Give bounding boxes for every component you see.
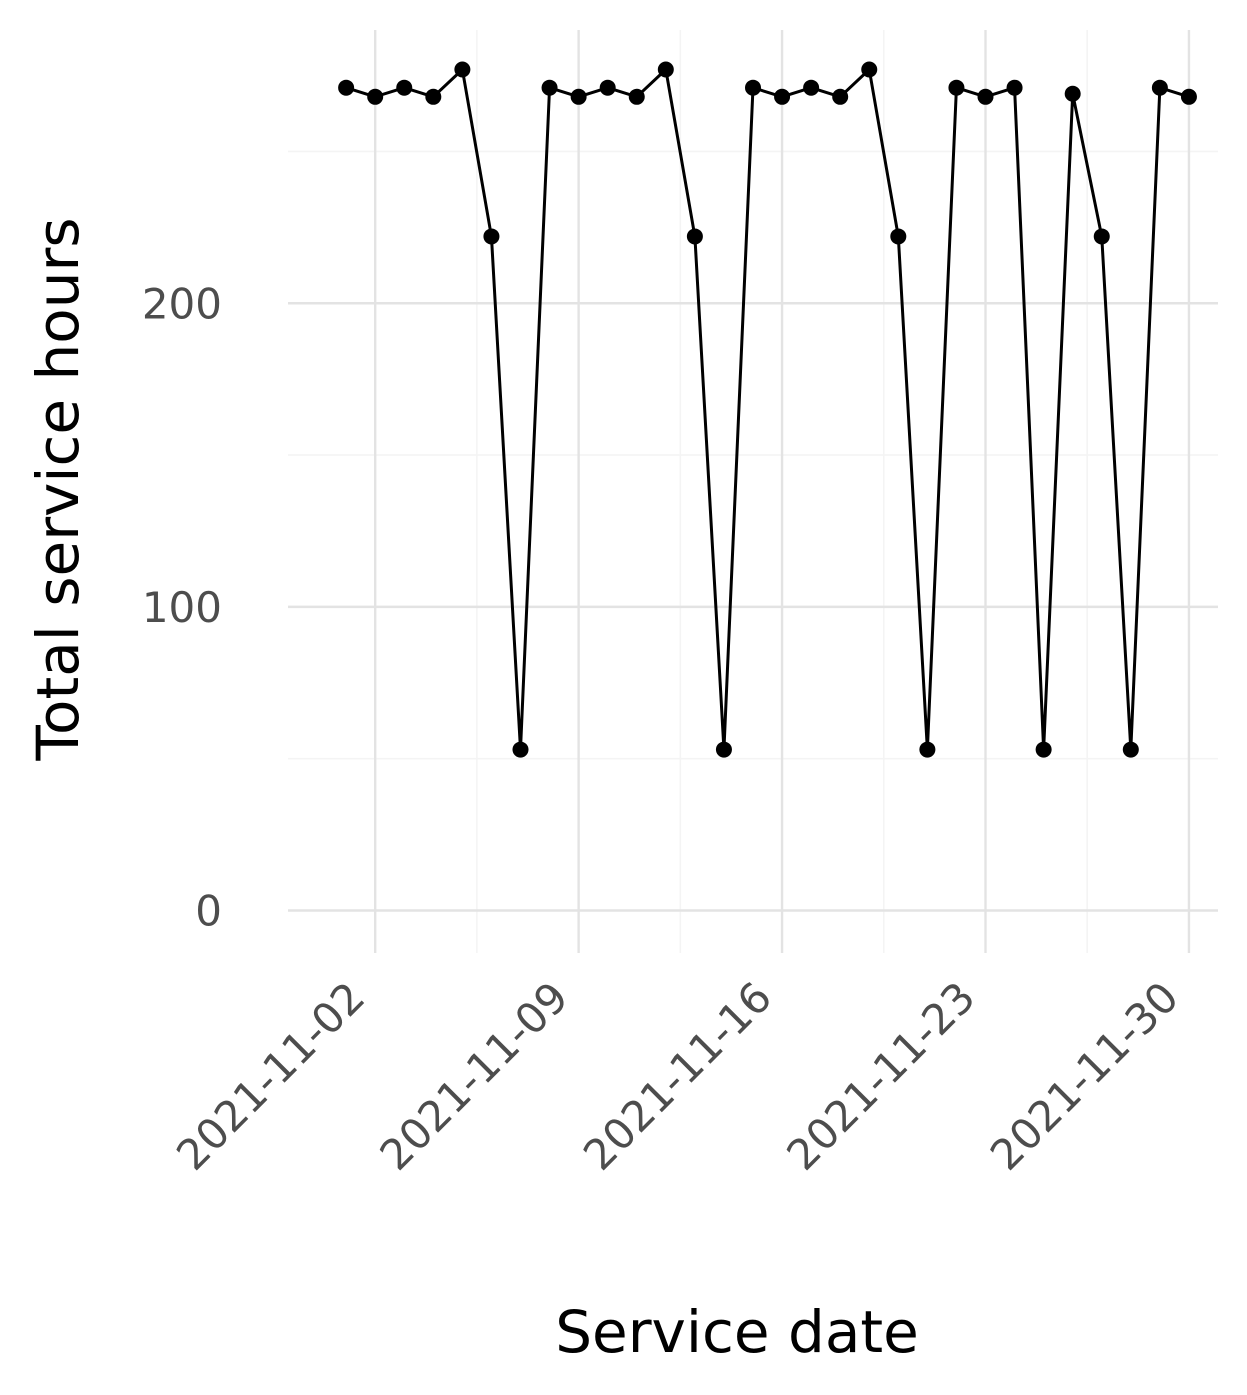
x-axis-title: Service date [555, 1298, 919, 1366]
data-point [483, 228, 500, 245]
data-point [948, 79, 965, 96]
data-point [1122, 741, 1139, 758]
data-point [1064, 85, 1081, 102]
data-point [803, 79, 820, 96]
data-point [1093, 228, 1110, 245]
series-total-service-hours [338, 61, 1197, 758]
x-axis-tick-labels: 2021-11-022021-11-092021-11-162021-11-23… [167, 972, 1188, 1179]
data-point [570, 88, 587, 105]
series-line [345, 67, 1190, 752]
y-axis-tick-labels: 0 100 200 [142, 279, 222, 935]
data-point [1035, 741, 1052, 758]
data-point [832, 88, 849, 105]
data-point [715, 741, 732, 758]
data-point [541, 79, 558, 96]
data-point [890, 228, 907, 245]
data-point [977, 88, 994, 105]
x-tick-label: 2021-11-16 [574, 972, 781, 1179]
data-point [599, 79, 616, 96]
data-point [1151, 79, 1168, 96]
data-point [338, 79, 355, 96]
data-point [745, 79, 761, 96]
data-point [919, 741, 936, 758]
y-axis-title: Total service hours [24, 217, 92, 761]
data-point [454, 61, 471, 78]
data-point [367, 88, 384, 105]
y-tick-label: 100 [142, 583, 222, 632]
x-tick-label: 2021-11-02 [167, 972, 374, 1179]
x-tick-label: 2021-11-30 [981, 972, 1188, 1179]
data-point [1180, 88, 1197, 105]
data-point [1006, 79, 1023, 96]
data-point [512, 741, 529, 758]
data-point [657, 61, 674, 78]
y-tick-label: 200 [142, 279, 222, 328]
data-point [774, 88, 791, 105]
data-point [861, 61, 878, 78]
data-point [396, 79, 413, 96]
y-tick-label: 0 [195, 886, 222, 935]
data-point [628, 88, 645, 105]
data-point [425, 88, 442, 105]
x-tick-label: 2021-11-23 [777, 972, 984, 1179]
data-point [686, 228, 703, 245]
grid-lines [288, 30, 1218, 953]
x-tick-label: 2021-11-09 [370, 972, 577, 1179]
